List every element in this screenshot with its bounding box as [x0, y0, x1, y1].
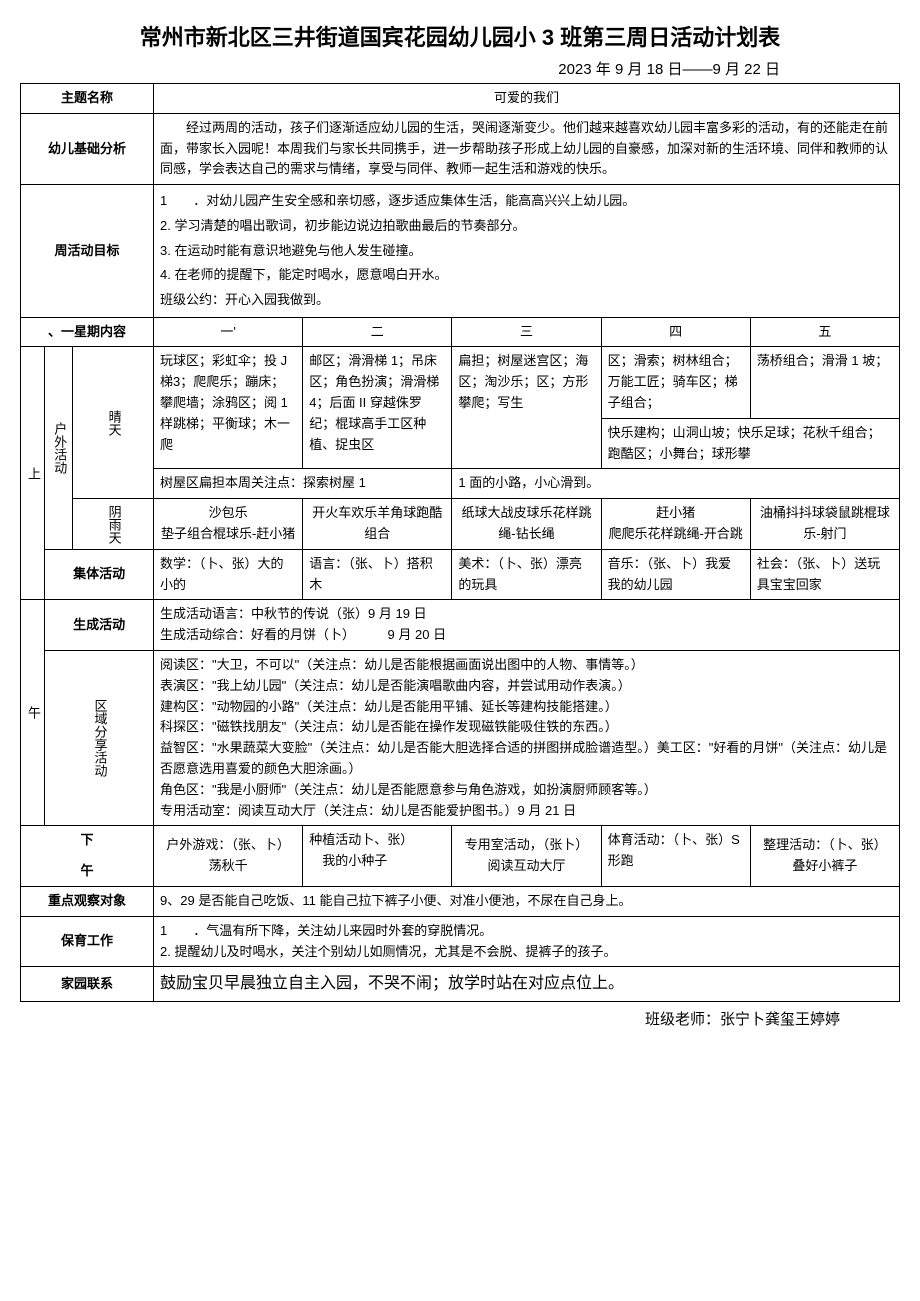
rainy-d4: 赶小猪 爬爬乐花样跳绳-开合跳: [601, 499, 750, 550]
label-focus: 重点观察对象: [21, 886, 154, 916]
sunny-d4: 区；滑索；树林组合；万能工匠；骑车区；梯子组合；: [601, 347, 750, 418]
label-group: 集体活动: [45, 549, 154, 600]
gen-text: 生成活动语言：中秋节的传说（张）9 月 19 日 生成活动综合：好看的月饼（卜）…: [154, 600, 900, 651]
day-1: 一': [154, 317, 303, 347]
day-2: 二: [303, 317, 452, 347]
rainy-d2: 开火车欢乐羊角球跑酷组合: [303, 499, 452, 550]
day-3: 三: [452, 317, 601, 347]
sunny-d45: 快乐建构；山洞山坡；快乐足球；花秋千组合；跑酷区；小舞台；球形攀: [601, 418, 899, 469]
rainy-d5: 油桶抖抖球袋鼠跳棍球乐-射门: [750, 499, 899, 550]
label-afternoon-upper: 午: [21, 600, 45, 826]
day-5: 五: [750, 317, 899, 347]
label-area: 区域分享活动: [45, 650, 154, 825]
plan-table: 主题名称 可爱的我们 幼儿基础分析 经过两周的活动，孩子们逐渐适应幼儿园的生活，…: [20, 83, 900, 1002]
group-d2: 语言：（张、卜）搭积木: [303, 549, 452, 600]
area-text: 阅读区："大卫，不可以"（关注点：幼儿是否能根据画面说出图中的人物、事情等。） …: [154, 650, 900, 825]
pm-d5: 整理活动：（卜、张）叠好小裤子: [750, 826, 899, 887]
sunny-d5: 荡桥组合；滑滑 1 坡；: [750, 347, 899, 418]
label-home: 家园联系: [21, 967, 154, 1002]
rainy-d1: 沙包乐 垫子组合棍球乐-赶小猪: [154, 499, 303, 550]
label-gen: 生成活动: [45, 600, 154, 651]
label-week-content: 、一星期内容: [21, 317, 154, 347]
group-d4: 音乐：（张、卜）我爱我的幼儿园: [601, 549, 750, 600]
label-goals: 周活动目标: [21, 185, 154, 317]
rainy-d3: 纸球大战皮球乐花样跳绳-钻长绳: [452, 499, 601, 550]
focus-text: 9、29 是否能自己吃饭、11 能自己拉下裤子小便、对准小便池，不尿在自己身上。: [154, 886, 900, 916]
pm-label-1: 下: [27, 830, 147, 851]
sunny-d2: 邮区；滑滑梯 1；吊床区；角色扮演；滑滑梯 4；后面 II 穿越侏罗纪；棍球高手…: [303, 347, 452, 469]
care-text: 1 ．气温有所下降，关注幼儿来园时外套的穿脱情况。 2. 提醒幼儿及时喝水，关注…: [154, 916, 900, 967]
pm-d2: 种植活动卜、张） 我的小种子: [303, 826, 452, 887]
label-basis: 幼儿基础分析: [21, 113, 154, 184]
group-d5: 社会：（张、卜）送玩具宝宝回家: [750, 549, 899, 600]
pm-label-2: 午: [27, 861, 147, 882]
label-morning: 上: [21, 347, 45, 600]
sunny-note-2: 1 面的小路，小心滑到。: [452, 469, 900, 499]
pm-d4: 体育活动：（卜、张）S 形跑: [601, 826, 750, 887]
label-rainy: 阴雨天: [73, 499, 154, 550]
sunny-d1: 玩球区；彩虹伞；投 J 梯3；爬爬乐；蹦床；攀爬墙；涂鸦区；阅 1 样跳梯；平衡…: [154, 347, 303, 469]
group-d3: 美术：（卜、张）漂亮的玩具: [452, 549, 601, 600]
basis-text: 经过两周的活动，孩子们逐渐适应幼儿园的生活，哭闹逐渐变少。他们越来越喜欢幼儿园丰…: [154, 113, 900, 184]
group-d1: 数学：（卜、张）大的小的: [154, 549, 303, 600]
theme-value: 可爱的我们: [154, 84, 900, 114]
goals-text: 1 ．对幼儿园产生安全感和亲切感，逐步适应集体生活，能高高兴兴上幼儿园。 2. …: [154, 185, 900, 317]
label-pm: 下 午: [21, 826, 154, 887]
label-outdoor: 户外活动: [45, 347, 73, 549]
pm-d3: 专用室活动，（张卜） 阅读互动大厅: [452, 826, 601, 887]
day-4: 四: [601, 317, 750, 347]
label-theme: 主题名称: [21, 84, 154, 114]
sunny-d3: 扁担；树屋迷宫区；海区；淘沙乐；区；方形攀爬；写生: [452, 347, 601, 469]
pm-d1: 户外游戏：（张、卜）荡秋千: [154, 826, 303, 887]
label-care: 保育工作: [21, 916, 154, 967]
footer-teachers: 班级老师：张宁卜龚玺王婷婷: [20, 1008, 900, 1029]
sunny-note-1: 树屋区扁担本周关注点：探索树屋 1: [154, 469, 452, 499]
label-sunny: 晴天: [73, 347, 154, 499]
home-text: 鼓励宝贝早晨独立自主入园，不哭不闹；放学时站在对应点位上。: [154, 967, 900, 1002]
date-range: 2023 年 9 月 18 日——9 月 22 日: [20, 58, 900, 79]
page-title: 常州市新北区三井街道国宾花园幼儿园小 3 班第三周日活动计划表: [20, 20, 900, 52]
